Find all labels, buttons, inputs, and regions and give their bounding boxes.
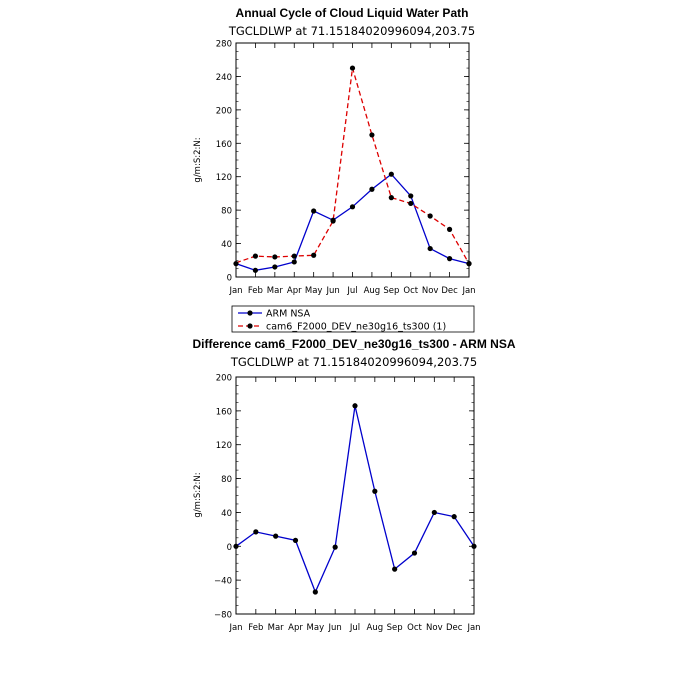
legend-marker-series-2 (247, 323, 253, 329)
chart2-title: Difference cam6_F2000_DEV_ne30g16_ts300 … (192, 337, 515, 351)
legend-label-series-2: cam6_F2000_DEV_ne30g16_ts300 (1) (266, 322, 446, 333)
chart1-series-1-point (272, 264, 278, 270)
chart2-series-1-point (372, 488, 378, 494)
chart1-xtick-label: Sep (383, 286, 399, 296)
chart1-series-1-point (291, 259, 297, 265)
chart1-series-1-point (311, 208, 317, 214)
chart1-ytick-label: 280 (216, 40, 232, 50)
chart1-series-2-point (311, 252, 317, 258)
chart2-xtick-label: Feb (248, 623, 263, 633)
chart1-ytick-label: 40 (221, 240, 232, 250)
chart1-xtick-label: Jan (228, 286, 242, 296)
chart2-series-1-point (292, 537, 299, 543)
chart1-series-2-point (408, 200, 414, 207)
chart1-series-2-point (272, 254, 278, 260)
chart1-series-1-point (349, 204, 356, 210)
chart2-xtick-label: Jul (349, 623, 360, 633)
chart2-ytick-label: −80 (214, 611, 232, 621)
chart1-series-2-point (388, 195, 394, 201)
chart2-series-1-point (233, 543, 239, 549)
chart2-ytick-label: 200 (216, 374, 232, 384)
chart2-series-1-point (411, 550, 418, 556)
chart1-ylabel: g/m:S:2:N: (193, 137, 203, 182)
chart2-series-1-point (273, 533, 279, 539)
chart1-ytick-label: 160 (216, 140, 232, 150)
chart2-plot-area: −80 −40 0 40 80 120 160 200 Jan Feb Mar Apr May Jun Ju… (214, 374, 481, 634)
chart1-plot-area: 0 40 80 120 160 200 240 280 Jan Feb Mar Apr May Jun Ju… (216, 40, 476, 297)
chart1-series-2-point (446, 226, 453, 232)
chart1-ytick-label: 120 (216, 173, 232, 183)
chart2-xtick-label: May (307, 623, 325, 633)
chart1-series-1-point (446, 256, 453, 262)
chart2-ylabel: g/m:S:2:N: (193, 472, 203, 517)
chart1-series-2-point (252, 253, 259, 259)
chart2-xtick-label: Aug (367, 623, 384, 633)
chart1-series-2-point (330, 218, 336, 224)
chart1-series-1-point (369, 186, 375, 192)
chart1-xtick-label: Oct (403, 286, 418, 296)
chart1-legend: ARM NSA cam6_F2000_DEV_ne30g16_ts300 (1) (231, 305, 475, 333)
chart1-series-2-point (349, 65, 356, 71)
chart2-ytick-label: 160 (216, 407, 232, 417)
legend-marker-series-1 (247, 310, 253, 316)
chart2-series-1-point (471, 543, 477, 549)
chart2-xtick-label: Jan (228, 623, 242, 633)
chart2-xtick-label: Mar (268, 623, 285, 633)
chart1-ytick-label: 240 (216, 73, 232, 83)
chart1-series-line-2 (235, 67, 470, 264)
legend-label-series-1: ARM NSA (266, 309, 311, 320)
chart1-series-2-point (291, 253, 297, 259)
chart1-series-1-point (388, 171, 394, 177)
chart1-xtick-label: Jun (325, 286, 339, 296)
chart2-xtick-label: Sep (387, 623, 403, 633)
chart2-xtick-label: Jan (466, 623, 480, 633)
chart2-ytick-label: 0 (227, 543, 232, 553)
chart1-xtick-label: May (305, 286, 323, 296)
chart1-series-1-point (408, 193, 414, 199)
chart1-series-1-point (427, 245, 433, 252)
chart2-series-1-point (431, 509, 437, 516)
chart1-series-1-point (252, 267, 259, 273)
chart2-series-1-point (253, 529, 259, 535)
chart1-ytick-label: 80 (221, 207, 232, 217)
chart2-xtick-label: Dec (446, 623, 463, 633)
chart1-xtick-label: Mar (267, 286, 284, 296)
chart1-subtitle: TGCLDLWP at 71.15184020996094,203.75 (228, 24, 475, 38)
chart1-xtick-label: Apr (287, 286, 302, 296)
chart2-ytick-label: −40 (214, 577, 232, 587)
chart1-title: Annual Cycle of Cloud Liquid Water Path (236, 6, 469, 20)
chart1-xtick-label: Jan (461, 286, 475, 296)
chart2-frame (235, 376, 475, 615)
chart2-series-1-point (332, 544, 338, 550)
chart2-xtick-label: Jun (328, 623, 342, 633)
chart2-ytick-label: 120 (216, 441, 232, 451)
chart2-series-line-1 (235, 405, 475, 594)
chart1-series-1-point (233, 261, 239, 267)
chart2-xtick-label: Apr (288, 623, 303, 633)
chart1-ytick-label: 200 (216, 106, 232, 116)
chart2-ytick-label: 80 (221, 475, 232, 485)
legend-box (231, 305, 475, 333)
chart1-series-2-point (427, 213, 433, 219)
chart2-series-1-point (312, 589, 318, 595)
chart1-frame (235, 42, 470, 278)
chart2-subtitle: TGCLDLWP at 71.15184020996094,203.75 (230, 355, 477, 369)
chart1-xtick-label: Nov (422, 286, 439, 296)
chart2-series-1-point (392, 566, 398, 572)
chart2-xtick-label: Oct (407, 623, 422, 633)
chart2-ytick-label: 40 (221, 509, 232, 519)
chart1-ytick-label: 0 (227, 274, 232, 284)
chart2-xtick-label: Nov (426, 623, 443, 633)
chart1-xtick-label: Dec (441, 286, 458, 296)
chart1-xtick-label: Aug (364, 286, 381, 296)
chart1-series-line-1 (235, 173, 470, 271)
chart2-series-1-point (352, 403, 358, 409)
chart1-series-2-point (369, 132, 375, 138)
chart1-xtick-label: Feb (248, 286, 263, 296)
chart1-series-2-point (466, 261, 472, 267)
chart1-xtick-label: Jul (346, 286, 357, 296)
chart2-series-1-point (451, 514, 457, 520)
